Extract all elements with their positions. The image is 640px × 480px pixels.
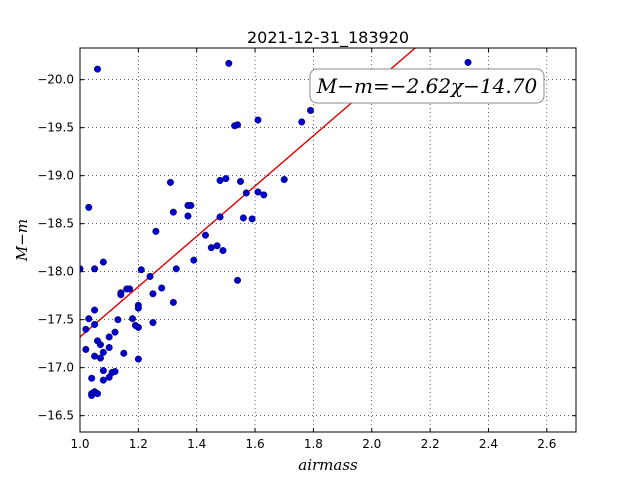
- x-tick-label: 1.6: [246, 437, 265, 451]
- x-tick-label: 2.6: [537, 437, 556, 451]
- data-point: [85, 315, 93, 323]
- data-point: [298, 118, 306, 126]
- fit-line-layer: [80, 48, 417, 338]
- fit-equation-frame: [309, 68, 545, 104]
- data-point: [96, 354, 104, 362]
- data-point: [82, 325, 90, 333]
- data-point: [99, 348, 107, 356]
- data-point: [169, 298, 177, 306]
- data-point: [99, 367, 107, 375]
- x-tick-label: 1.4: [187, 437, 206, 451]
- data-point: [207, 244, 215, 252]
- data-point: [111, 368, 119, 376]
- fit-line: [80, 48, 417, 338]
- data-point: [91, 352, 99, 360]
- data-point: [236, 177, 244, 185]
- data-point: [91, 306, 99, 314]
- data-point: [129, 315, 137, 323]
- x-tick-label: 1.0: [70, 437, 89, 451]
- data-point: [169, 208, 177, 216]
- plot-frame: [79, 47, 577, 433]
- x-tick-labels: 1.0 1.2 1.4 1.6 1.8 2.0 2.2 2.4 2.6: [70, 437, 556, 451]
- data-point: [99, 258, 107, 266]
- data-point: [146, 272, 154, 280]
- data-point: [239, 214, 247, 222]
- data-point: [190, 256, 198, 264]
- data-point: [82, 345, 90, 353]
- data-point: [234, 276, 242, 284]
- x-tick-label: 1.8: [304, 437, 323, 451]
- data-point: [216, 213, 224, 221]
- data-point: [254, 116, 262, 124]
- data-point: [187, 201, 195, 209]
- data-point: [149, 290, 157, 298]
- data-point: [464, 58, 472, 66]
- data-point: [216, 176, 224, 184]
- x-tick-label: 1.2: [129, 437, 148, 451]
- data-point: [134, 323, 142, 331]
- data-point: [80, 265, 84, 273]
- y-tick-label: −19.0: [37, 169, 74, 183]
- data-point: [117, 291, 125, 299]
- y-axis-label: M−m: [13, 219, 31, 262]
- data-point: [219, 247, 227, 255]
- data-point: [88, 374, 96, 382]
- data-point: [134, 355, 142, 363]
- data-point: [242, 189, 250, 197]
- data-point: [254, 188, 262, 196]
- data-point: [91, 320, 99, 328]
- data-point: [260, 191, 268, 199]
- y-tick-label: −18.5: [37, 217, 74, 231]
- y-tick-label: −17.5: [37, 313, 74, 327]
- data-point: [96, 341, 104, 349]
- fit-equation-box: M−m=−2.62χ−14.70: [309, 68, 545, 104]
- data-point: [234, 121, 242, 129]
- data-point: [91, 265, 99, 273]
- plot-background: [80, 48, 576, 432]
- x-tick-label: 2.4: [479, 437, 498, 451]
- data-point: [248, 215, 256, 223]
- data-point: [94, 390, 102, 398]
- data-point: [85, 203, 93, 211]
- data-point: [120, 349, 128, 357]
- x-tick-label: 2.2: [421, 437, 440, 451]
- data-point: [213, 242, 221, 250]
- chart-title: 2021-12-31_183920: [247, 28, 409, 48]
- data-point: [306, 106, 314, 114]
- data-point: [105, 333, 113, 341]
- y-tick-label: −19.5: [37, 121, 74, 135]
- data-point: [280, 176, 288, 184]
- data-point: [114, 316, 122, 324]
- data-point: [201, 231, 209, 239]
- data-point: [166, 178, 174, 186]
- fit-equation-text: M−m=−2.62χ−14.70: [316, 74, 538, 98]
- axis-ticks: [79, 48, 576, 432]
- data-point: [105, 344, 113, 352]
- data-point: [99, 376, 107, 384]
- data-point: [152, 227, 160, 235]
- data-point: [225, 59, 233, 67]
- data-point: [184, 212, 192, 220]
- data-point: [126, 285, 134, 293]
- y-tick-label: −16.5: [37, 409, 74, 423]
- y-tick-labels: −16.5 −17.0 −17.5 −18.0 −18.5 −19.0 −19.5 −20.0: [37, 73, 74, 423]
- data-point: [137, 266, 145, 274]
- x-axis-label: airmass: [298, 456, 358, 474]
- data-point: [134, 304, 142, 312]
- data-point: [158, 284, 166, 292]
- y-tick-label: −17.0: [37, 361, 74, 375]
- data-point: [222, 175, 230, 183]
- data-point: [172, 265, 180, 273]
- x-tick-label: 2.0: [362, 437, 381, 451]
- data-point: [94, 65, 102, 73]
- data-point: [111, 328, 119, 336]
- y-tick-label: −18.0: [37, 265, 74, 279]
- y-tick-label: −20.0: [37, 73, 74, 87]
- data-point: [149, 319, 157, 327]
